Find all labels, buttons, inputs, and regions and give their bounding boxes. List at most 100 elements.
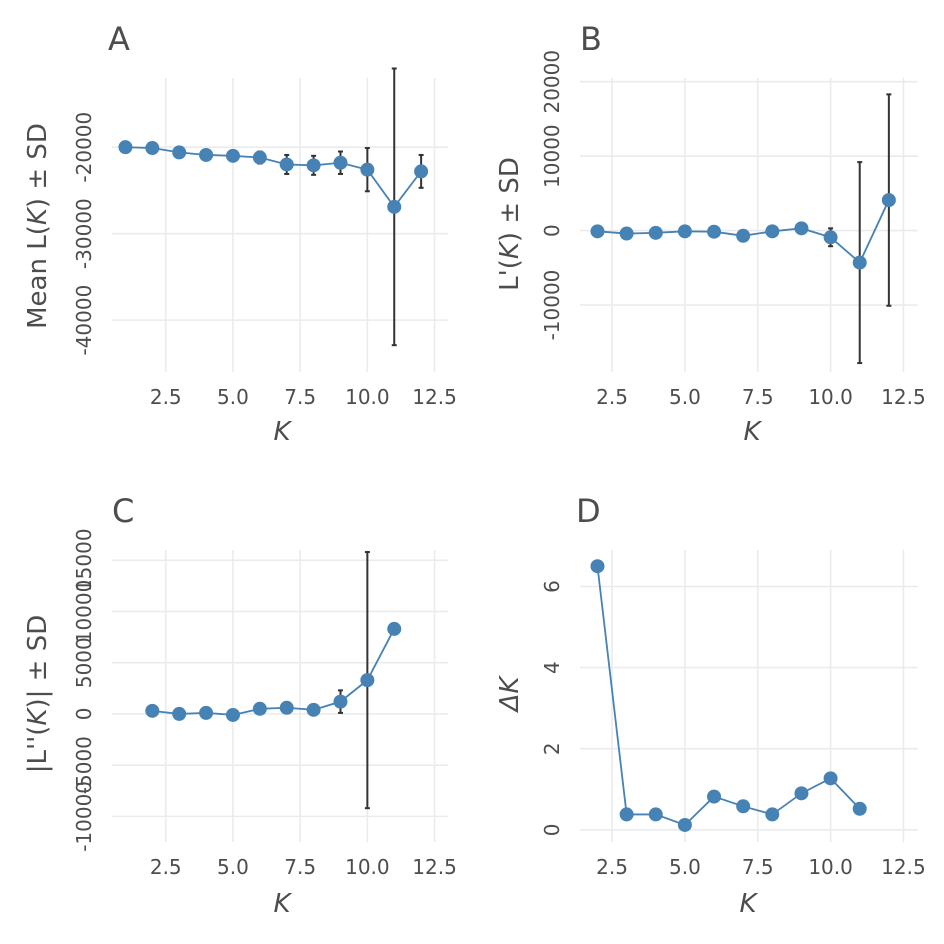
y-tick-labels: -40000 -30000 -20000 [72,112,96,356]
data-point [252,150,267,165]
y-tick-label: -30000 [72,198,96,269]
x-tick-label: 10.0 [808,855,853,879]
data-point [225,707,240,722]
y-tick-label: 20000 [540,50,564,114]
y-axis-title: L'(K) ± SD [495,157,525,291]
y-tick-label: 10000 [540,124,564,188]
y-tick-label: 6 [540,580,564,593]
data-point [619,807,634,822]
data-point [707,789,722,804]
panel-letter: A [108,20,130,58]
data-points [145,621,402,722]
data-points [590,193,896,270]
data-point [252,701,267,716]
y-tick-label: 10000 [72,580,96,644]
data-point [590,559,605,574]
panel-letter: D [576,492,601,530]
x-tick-labels: 2.5 5.0 7.5 10.0 12.5 [596,385,926,409]
x-tick-label: 7.5 [284,855,316,879]
x-tick-label: 10.0 [808,385,853,409]
x-tick-label: 7.5 [284,385,316,409]
data-points [590,559,867,832]
data-point [145,703,160,718]
x-tick-label: 2.5 [150,855,182,879]
data-point [145,141,160,156]
x-tick-label: 2.5 [150,385,182,409]
x-tick-label: 7.5 [742,855,774,879]
y-tick-label: -10000 [72,781,96,852]
x-tick-label: 5.0 [669,385,701,409]
data-point [333,155,348,170]
data-point [199,147,214,162]
panel-letter: B [580,20,602,58]
grid [580,78,918,372]
x-tick-label: 2.5 [596,385,628,409]
data-point [765,224,780,239]
data-point [765,807,780,822]
data-point [736,228,751,243]
data-point [360,162,375,177]
data-point [852,255,867,270]
data-point [306,702,321,717]
y-tick-label: 0 [72,708,96,721]
data-point [707,224,722,239]
x-tick-label: 2.5 [596,855,628,879]
series-line [125,146,422,209]
x-tick-label: 5.0 [217,855,249,879]
series-lines [152,628,396,716]
y-axis-title: ΔK [495,675,525,714]
y-tick-label: -10000 [540,270,564,341]
data-point [677,224,692,239]
y-tick-label: -40000 [72,285,96,356]
data-point [794,221,809,236]
y-tick-label: 5000 [72,637,96,688]
data-points [118,140,429,214]
data-point [172,145,187,160]
data-point [387,199,402,214]
data-point [172,706,187,721]
data-point [414,164,429,179]
data-point [736,799,751,814]
data-point [333,694,348,709]
y-tick-label: 0 [540,224,564,237]
data-point [852,801,867,816]
error-bars [122,67,424,347]
y-tick-label: 0 [540,823,564,836]
x-tick-labels: 2.5 5.0 7.5 10.0 12.5 [150,855,457,879]
panel-c: C 2.5 5.0 7.5 10.0 12.5 -10000-5000 0 50001000… [23,492,457,919]
y-axis-title: |L''(K)| ± SD [23,615,53,774]
y-tick-label: 2 [540,742,564,755]
y-tick-label: 4 [540,661,564,674]
data-point [677,817,692,832]
y-tick-label: -20000 [72,112,96,183]
data-point [387,621,402,636]
x-tick-labels: 2.5 5.0 7.5 10.0 12.5 [150,385,457,409]
x-tick-label: 12.5 [412,385,457,409]
x-axis-title: K [273,417,292,447]
data-point [648,225,663,240]
x-axis-title: K [743,417,762,447]
series-line [596,566,861,827]
panel-d: D 2.5 5.0 7.5 10.0 12.5 0 2 4 6 K ΔK [495,492,926,919]
grid [580,550,918,842]
data-point [225,148,240,163]
y-tick-label: 15000 [72,528,96,592]
data-point [823,771,838,786]
series-lines [596,566,861,827]
x-tick-label: 7.5 [742,385,774,409]
error-bars [594,93,892,365]
series-lines [125,146,422,209]
data-point [360,673,375,688]
data-point [199,705,214,720]
y-tick-labels: -10000 0 10000 20000 [540,50,564,341]
data-point [279,700,294,715]
y-axis-title: Mean L(K) ± SD [23,123,53,329]
x-tick-label: 5.0 [217,385,249,409]
series-line [152,628,396,716]
x-tick-label: 10.0 [345,855,390,879]
grid [112,78,448,372]
panel-letter: C [112,492,134,530]
x-tick-label: 12.5 [881,385,926,409]
